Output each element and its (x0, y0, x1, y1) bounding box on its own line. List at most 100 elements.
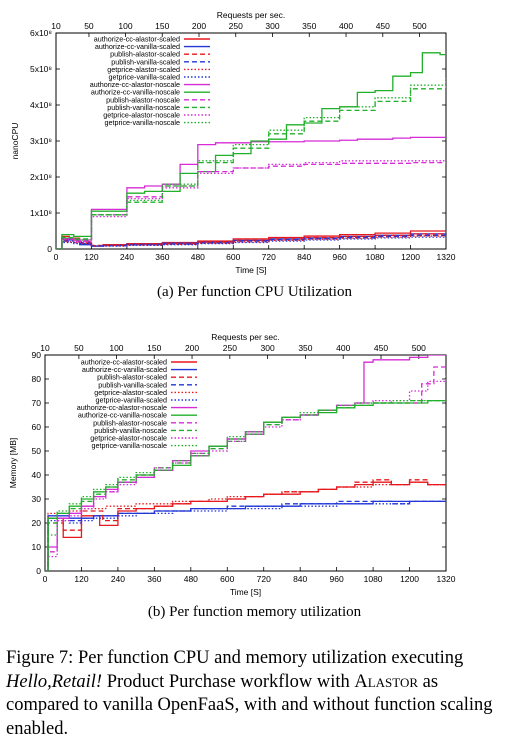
memory-xtick-label: 960 (330, 574, 344, 584)
legend-label-authorize-cc-alastor-scaled: authorize-cc-alastor-scaled (81, 358, 167, 367)
cpu-xtick-label: 240 (120, 252, 134, 262)
series-line-publish-vanilla-scaled (45, 499, 446, 571)
memory-x2tick-label: 10 (40, 343, 50, 353)
legend-label-getprice-vanilla-noscale: getprice-vanilla-noscale (104, 118, 180, 127)
cpu-x2tick-label: 350 (302, 21, 316, 31)
legend-label-authorize-cc-alastor-noscale: authorize-cc-alastor-noscale (90, 80, 180, 89)
memory-xtick-label: 720 (257, 574, 271, 584)
memory-ytick-label: 10 (32, 542, 42, 552)
cpu-chart: 0 120 240 360 480 600 720 840 960 1080 1200 1320 10 5… (10, 10, 456, 275)
cpu-xtick-label: 1320 (437, 252, 456, 262)
cpu-xtick-label: 840 (297, 252, 311, 262)
legend-label-publish-vanilla-scaled: publish-vanilla-scaled (98, 380, 167, 389)
cpu-x2tick-label: 150 (155, 21, 169, 31)
cpu-ytick-label: 4x10⁸ (30, 100, 52, 110)
legend-label-publish-alastor-noscale: publish-alastor-noscale (106, 95, 180, 104)
memory-ytick-label: 90 (32, 350, 42, 360)
memory-xtick-label: 1320 (437, 574, 456, 584)
cpu-chart-caption: (a) Per function CPU Utilization (157, 284, 352, 300)
memory-chart-panel: 0 120 240 360 480 600 720 840 960 1080 1200 1320 10 5… (0, 322, 509, 622)
memory-xtick-label: 1080 (364, 574, 383, 584)
legend-label-publish-vanilla-scaled: publish-vanilla-scaled (111, 57, 180, 66)
cpu-x2tick-label: 400 (339, 21, 353, 31)
memory-xtick-label: 600 (220, 574, 234, 584)
legend-label-getprice-vanilla-scaled: getprice-vanilla-scaled (95, 396, 167, 405)
cpu-xtick-label: 360 (155, 252, 169, 262)
cpu-xtick-label: 120 (84, 252, 98, 262)
memory-x-axis-label: Time [S] (230, 587, 261, 597)
cpu-x2tick-label: 50 (84, 21, 94, 31)
caption-text-2: Product Purchase workflow with (102, 671, 355, 692)
legend-label-publish-alastor-noscale: publish-alastor-noscale (93, 418, 167, 427)
memory-xtick-label: 0 (43, 574, 48, 584)
legend-label-publish-alastor-scaled: publish-alastor-scaled (97, 373, 167, 382)
cpu-ytick-label: 0 (47, 244, 52, 254)
legend-label-getprice-alastor-noscale: getprice-alastor-noscale (103, 111, 180, 120)
memory-x2-axis-label: Requests per sec. (211, 332, 280, 342)
caption-italic-title: Hello,Retail! (6, 671, 103, 692)
series-line-publish-alastor-scaled (45, 479, 446, 571)
caption-text-3: as compared to vanilla OpenFaaS, with an… (6, 671, 493, 739)
series-line-authorize-cc-vanilla-noscale (56, 52, 446, 249)
memory-xtick-label: 360 (147, 574, 161, 584)
cpu-ytick-label: 6x10⁸ (30, 28, 52, 38)
memory-x2tick-label: 400 (336, 343, 350, 353)
series-line-getprice-vanilla-scaled (56, 236, 446, 249)
cpu-xtick-label: 960 (333, 252, 347, 262)
legend-label-authorize-cc-alastor-noscale: authorize-cc-alastor-noscale (77, 403, 167, 412)
series-line-publish-vanilla-noscale (45, 399, 446, 571)
legend-label-publish-alastor-scaled: publish-alastor-scaled (110, 50, 180, 59)
memory-x2tick-label: 300 (261, 343, 275, 353)
memory-xtick-label: 240 (111, 574, 125, 584)
cpu-ytick-label: 1x10⁸ (30, 208, 52, 218)
legend-label-authorize-cc-vanilla-noscale: authorize-cc-vanilla-noscale (78, 411, 167, 420)
cpu-x-axis-label: Time [S] (235, 265, 266, 275)
cpu-xtick-label: 1200 (401, 252, 420, 262)
caption-text-1: Figure 7: Per function CPU and memory ut… (6, 648, 464, 668)
memory-ytick-label: 40 (32, 470, 42, 480)
legend-label-publish-vanilla-noscale: publish-vanilla-noscale (94, 426, 167, 435)
cpu-series-group (56, 52, 446, 249)
series-line-getprice-vanilla-scaled (45, 500, 446, 571)
cpu-ytick-label: 5x10⁸ (30, 64, 52, 74)
memory-xtick-label: 120 (74, 574, 88, 584)
cpu-xtick-label: 0 (54, 252, 59, 262)
series-line-getprice-alastor-scaled (56, 235, 446, 249)
memory-ytick-label: 60 (32, 422, 42, 432)
cpu-x2tick-label: 450 (376, 21, 390, 31)
cpu-xtick-label: 1080 (366, 252, 385, 262)
legend-label-getprice-alastor-noscale: getprice-alastor-noscale (90, 434, 167, 443)
figure-caption: Figure 7: Per function CPU and memory ut… (6, 647, 506, 741)
cpu-x2tick-label: 500 (412, 21, 426, 31)
cpu-ytick-label: 2x10⁸ (30, 172, 52, 182)
memory-xtick-label: 840 (293, 574, 307, 584)
cpu-ytick-label: 3x10⁸ (30, 136, 52, 146)
cpu-xtick-label: 720 (262, 252, 276, 262)
legend-label-authorize-cc-vanilla-scaled: authorize-cc-vanilla-scaled (95, 42, 180, 51)
series-line-getprice-vanilla-noscale (45, 398, 446, 571)
memory-y-axis-label: Memory [MB] (8, 438, 18, 489)
cpu-x2tick-label: 250 (229, 21, 243, 31)
memory-x2tick-label: 450 (374, 343, 388, 353)
memory-series-group (45, 355, 446, 571)
memory-plot-frame (44, 354, 447, 572)
cpu-x2tick-label: 200 (192, 21, 206, 31)
legend-label-getprice-alastor-scaled: getprice-alastor-scaled (107, 65, 180, 74)
memory-x2tick-label: 150 (147, 343, 161, 353)
memory-x2tick-label: 250 (223, 343, 237, 353)
caption-system-name: Alastor (354, 671, 419, 692)
memory-x2tick-label: 350 (298, 343, 312, 353)
series-line-authorize-cc-alastor-scaled (56, 230, 446, 249)
memory-x2tick-label: 50 (74, 343, 84, 353)
legend-label-getprice-vanilla-noscale: getprice-vanilla-noscale (91, 441, 167, 450)
memory-x2tick-label: 500 (412, 343, 426, 353)
series-line-authorize-cc-alastor-noscale (56, 136, 446, 249)
legend-label-authorize-cc-vanilla-noscale: authorize-cc-vanilla-noscale (91, 88, 180, 97)
series-line-getprice-vanilla-noscale (56, 78, 446, 249)
memory-x2tick-label: 100 (109, 343, 123, 353)
memory-xtick-label: 480 (184, 574, 198, 584)
cpu-x2tick-label: 300 (265, 21, 279, 31)
legend-label-getprice-vanilla-scaled: getprice-vanilla-scaled (108, 73, 180, 82)
cpu-x2tick-label: 100 (118, 21, 132, 31)
